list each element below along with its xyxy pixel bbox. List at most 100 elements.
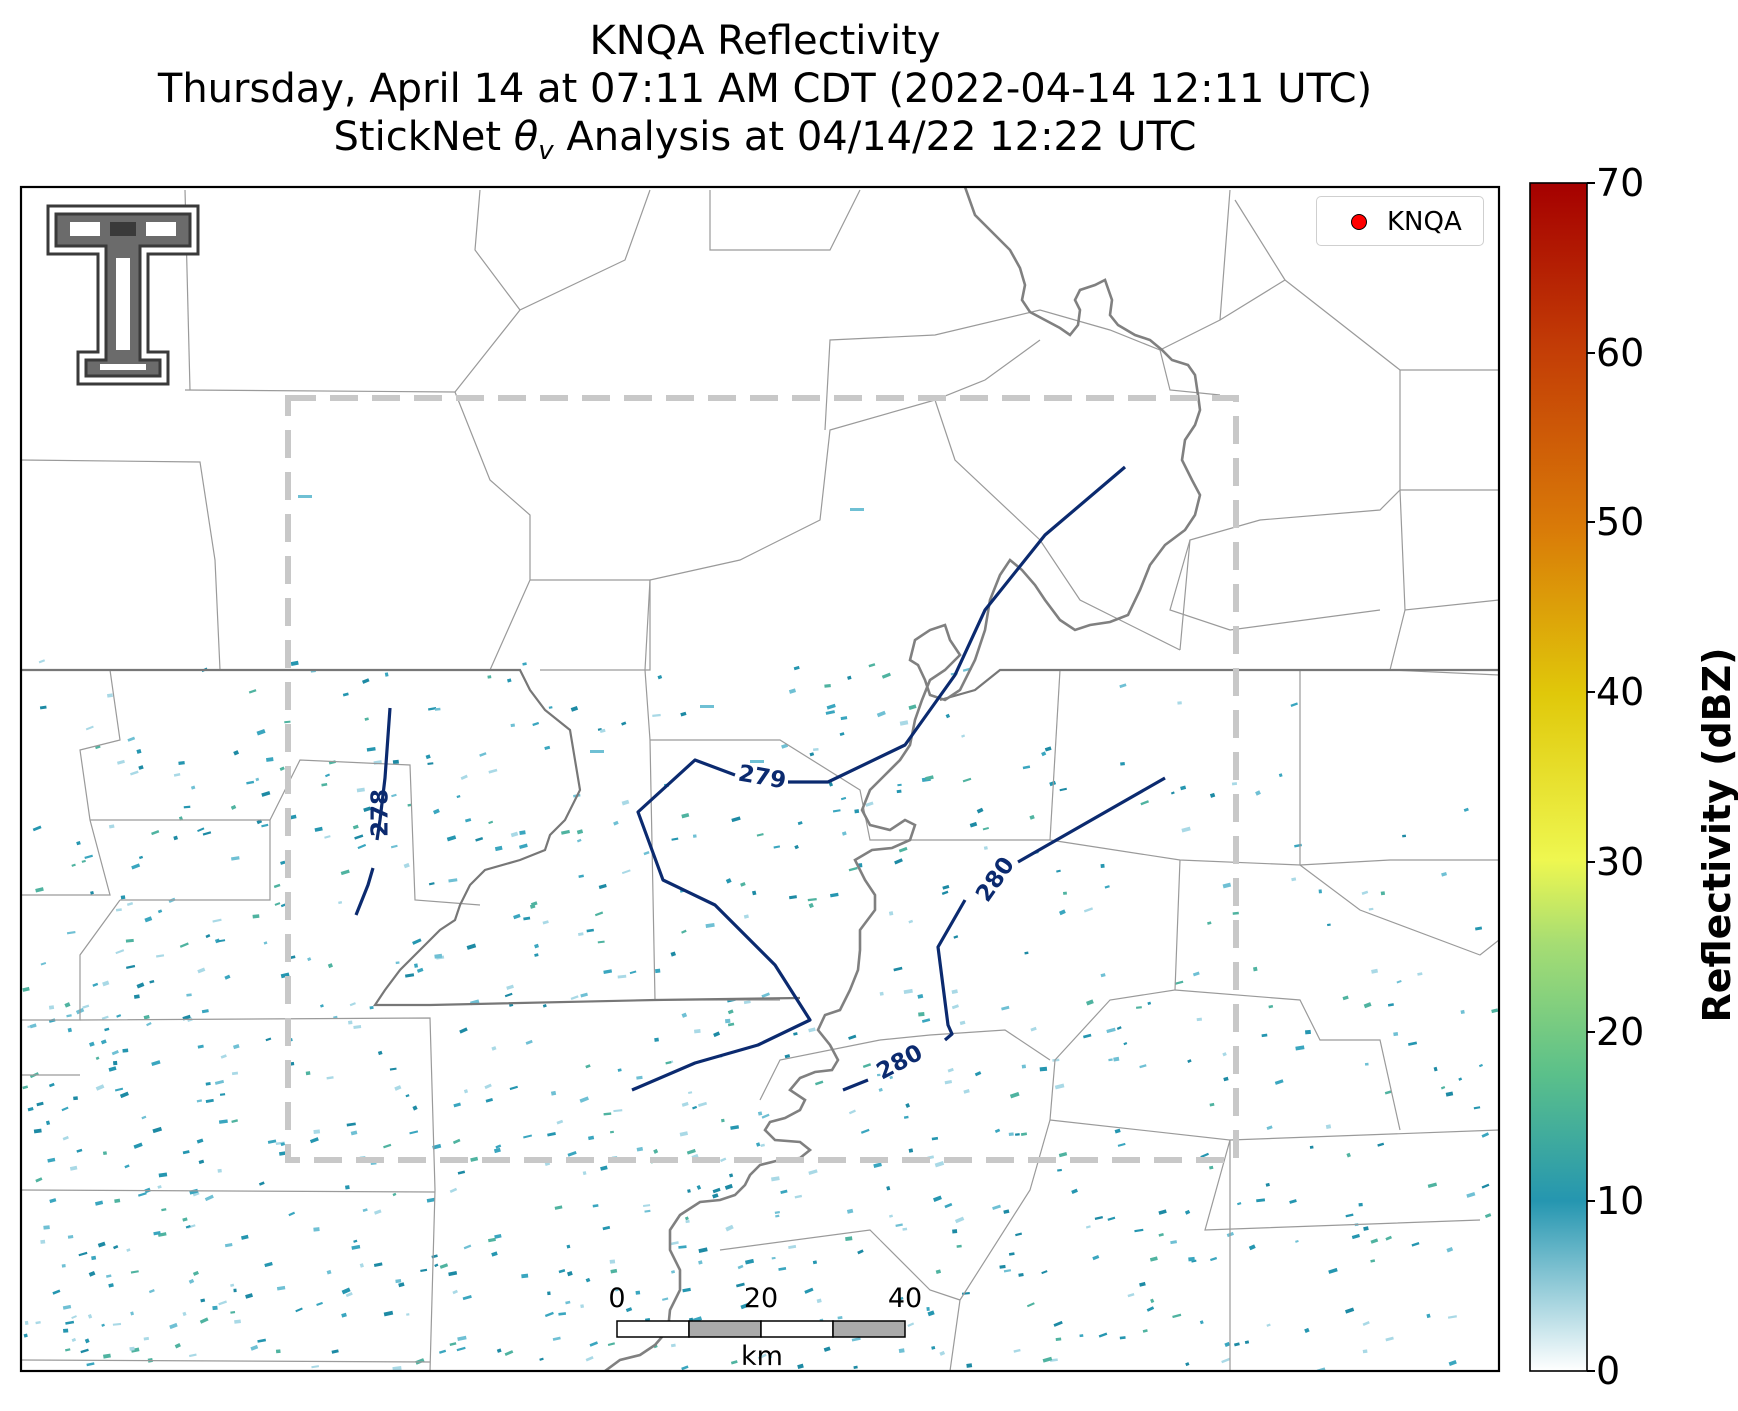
reflectivity-echo bbox=[357, 843, 367, 850]
reflectivity-echo bbox=[519, 830, 526, 836]
reflectivity-echo bbox=[617, 1068, 622, 1072]
reflectivity-echo bbox=[1370, 1238, 1379, 1244]
reflectivity-echo bbox=[1473, 1106, 1481, 1110]
reflectivity-echo bbox=[1079, 1334, 1084, 1338]
reflectivity-echo bbox=[566, 1244, 571, 1249]
reflectivity-echo bbox=[340, 869, 350, 876]
reflectivity-echo bbox=[694, 1029, 701, 1034]
reflectivity-echo bbox=[220, 1054, 227, 1059]
reflectivity-echo bbox=[1222, 1052, 1227, 1057]
reflectivity-echo bbox=[832, 809, 841, 813]
reflectivity-echo bbox=[1174, 980, 1184, 985]
reflectivity-echo bbox=[558, 1269, 566, 1274]
reflectivity-echo bbox=[1020, 1132, 1028, 1136]
reflectivity-echo bbox=[567, 1271, 573, 1277]
reflectivity-echo bbox=[214, 1079, 225, 1085]
reflectivity-echo bbox=[48, 1005, 55, 1010]
reflectivity-echo bbox=[585, 1277, 591, 1283]
reflectivity-echo bbox=[136, 748, 142, 754]
reflectivity-echo bbox=[1345, 1213, 1354, 1218]
title-line-3: StickNet θv Analysis at 04/14/22 12:22 U… bbox=[333, 114, 1197, 166]
reflectivity-echo bbox=[558, 1312, 567, 1316]
reflectivity-echo bbox=[953, 935, 959, 939]
reflectivity-echo bbox=[1001, 1005, 1010, 1011]
reflectivity-echo bbox=[585, 1355, 594, 1362]
reflectivity-echo bbox=[932, 1195, 942, 1202]
reflectivity-echo bbox=[108, 824, 115, 829]
reflectivity-echo bbox=[224, 1242, 233, 1248]
reflectivity-echo bbox=[1100, 863, 1105, 868]
reflectivity-echo bbox=[947, 1067, 954, 1073]
reflectivity-echo bbox=[1440, 1085, 1446, 1090]
reflectivity-echo bbox=[519, 843, 528, 849]
reflectivity-echo bbox=[854, 809, 860, 814]
reflectivity-echo bbox=[101, 1323, 105, 1327]
reflectivity-echo bbox=[643, 1204, 651, 1207]
reflectivity-echo bbox=[494, 845, 503, 852]
reflectivity-echo bbox=[342, 692, 349, 697]
reflectivity-echo bbox=[561, 829, 570, 835]
reflectivity-echo bbox=[230, 804, 237, 810]
reflectivity-echo bbox=[1368, 907, 1374, 911]
reflectivity-echo bbox=[865, 801, 874, 807]
reflectivity-echo bbox=[1209, 792, 1216, 798]
reflectivity-echo bbox=[491, 1251, 498, 1257]
reflectivity-echo bbox=[1448, 1360, 1457, 1366]
reflectivity-echo bbox=[879, 991, 884, 996]
reflectivity-echo bbox=[565, 1300, 571, 1305]
reflectivity-echo bbox=[185, 1224, 191, 1229]
reflectivity-echo bbox=[784, 1054, 791, 1059]
reflectivity-echo bbox=[71, 1315, 77, 1320]
reflectivity-echo bbox=[889, 1214, 893, 1218]
reflectivity-echo bbox=[898, 1348, 905, 1354]
reflectivity-echo bbox=[804, 1287, 814, 1294]
reflectivity-echo bbox=[63, 1328, 69, 1333]
reflectivity-echo bbox=[130, 1311, 135, 1316]
reflectivity-echo bbox=[665, 1061, 672, 1065]
reflectivity-echo bbox=[1026, 1302, 1035, 1308]
reflectivity-echo bbox=[1187, 1059, 1192, 1063]
reflectivity-echo bbox=[687, 1189, 691, 1193]
reflectivity-echo bbox=[761, 992, 770, 998]
reflectivity-echo bbox=[496, 1348, 502, 1353]
reflectivity-echo bbox=[425, 754, 431, 760]
reflectivity-echo bbox=[594, 911, 604, 917]
reflectivity-echo bbox=[1184, 1209, 1191, 1215]
legend: KNQA bbox=[1316, 196, 1484, 246]
reflectivity-echo bbox=[610, 1268, 618, 1274]
reflectivity-echo bbox=[484, 1083, 492, 1090]
reflectivity-echo bbox=[896, 789, 902, 794]
reflectivity-echo bbox=[873, 1162, 882, 1168]
reflectivity-echo bbox=[151, 829, 160, 836]
reflectivity-echo bbox=[27, 1107, 34, 1112]
reflectivity-echo bbox=[629, 970, 637, 975]
reflectivity-echo bbox=[1385, 1336, 1394, 1342]
reflectivity-echo bbox=[76, 1148, 83, 1153]
university-logo bbox=[46, 204, 200, 386]
reflectivity-echo bbox=[577, 932, 584, 936]
reflectivity-echo bbox=[73, 1096, 78, 1101]
reflectivity-echo bbox=[534, 953, 539, 957]
reflectivity-echo bbox=[1222, 882, 1232, 889]
reflectivity-echo bbox=[133, 994, 140, 999]
reflectivity-echo bbox=[233, 1288, 237, 1293]
reflectivity-echo bbox=[897, 783, 902, 787]
reflectivity-echo bbox=[452, 1138, 461, 1145]
reflectivity-echo bbox=[794, 1194, 803, 1199]
reflectivity-echo bbox=[902, 1227, 908, 1231]
reflectivity-echo bbox=[1127, 1292, 1135, 1298]
reflectivity-echo bbox=[905, 1103, 911, 1108]
reflectivity-echo bbox=[1059, 909, 1066, 916]
reflectivity-echo bbox=[449, 1187, 458, 1193]
reflectivity-echo bbox=[101, 1015, 109, 1020]
reflectivity-echo bbox=[71, 863, 76, 867]
reflectivity-echo bbox=[825, 710, 836, 715]
reflectivity-echo bbox=[276, 1285, 286, 1291]
reflectivity-echo bbox=[585, 1064, 591, 1069]
reflectivity-echo bbox=[1233, 1342, 1240, 1347]
reflectivity-echo bbox=[1426, 1313, 1431, 1319]
reflectivity-echo bbox=[434, 953, 443, 959]
reflectivity-echo bbox=[354, 834, 364, 840]
reflectivity-echo bbox=[681, 1101, 689, 1107]
reflectivity-echo bbox=[775, 1214, 780, 1218]
